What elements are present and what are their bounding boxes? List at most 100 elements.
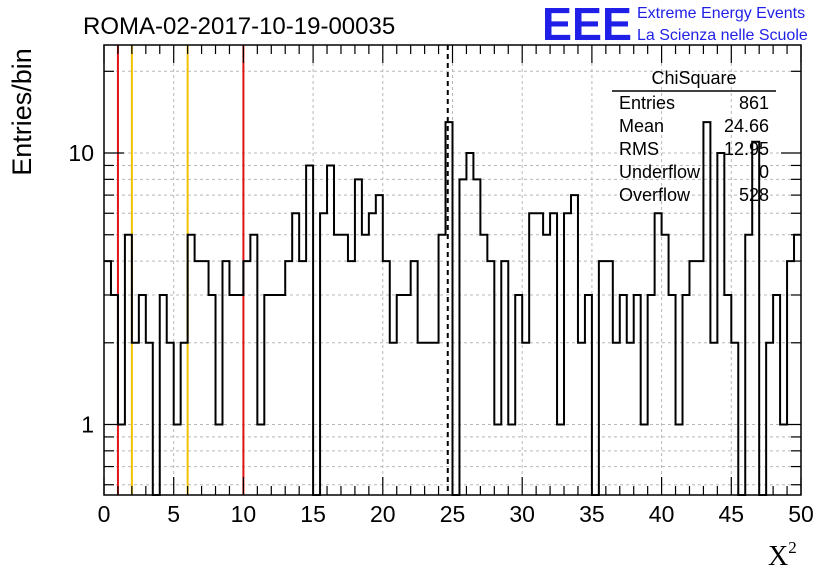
histogram-bin [285,261,292,495]
histogram-bin [104,261,111,495]
histogram-bin [571,195,578,495]
y-tick-label: 1 [81,412,94,438]
stats-label-overflow: Overflow [619,185,691,205]
histogram-bin [794,235,801,495]
histogram-bin [355,179,362,495]
logo-line-2: La Scienza nelle Scuole [637,27,808,44]
histogram-bin [494,425,501,495]
stats-value-underflow: 0 [759,162,769,182]
histogram-bin [383,261,390,495]
histogram-bin [139,295,146,495]
histogram-bin [216,425,223,495]
histogram-bin [669,295,676,495]
y-tick-label: 10 [68,140,94,166]
histogram-bin [662,235,669,495]
histogram-bin [209,295,216,495]
histogram-bin [648,295,655,495]
histogram-bin [710,343,717,495]
histogram-bin [446,122,453,495]
histogram-bin [480,235,487,495]
stats-value-entries: 861 [739,93,769,113]
x-tick-label: 50 [788,501,814,527]
histogram-bin [522,343,529,495]
histogram-bin [418,343,425,495]
histogram-bin [501,261,508,495]
histogram-bin [181,343,188,495]
histogram-bin [264,295,271,495]
histogram-bin [411,261,418,495]
x-tick-label: 35 [579,501,605,527]
x-axis-label-base: X [768,541,788,572]
histogram-bin [634,295,641,495]
histogram-bin [188,235,195,495]
stats-label-rms: RMS [619,139,659,159]
histogram-bin [327,165,334,495]
stats-value-overflow: 528 [739,185,769,205]
histogram-bin [536,213,543,495]
x-tick-label: 40 [649,501,675,527]
histogram-bin [780,425,787,495]
histogram-bin [257,425,264,495]
histogram-bin [557,425,564,495]
histogram-bin [229,295,236,495]
histogram-bin [787,261,794,495]
histogram-bin [341,235,348,495]
histogram-bin [439,235,446,495]
histogram-bin [292,213,299,495]
histogram-bin [334,235,341,495]
histogram-bin [306,165,313,495]
histogram-bin [369,213,376,495]
histogram-bin [613,343,620,495]
histogram-bin [766,343,773,495]
x-tick-label: 20 [370,501,396,527]
histogram-bin [404,295,411,495]
histogram-bin [160,295,167,495]
histogram-bin [717,153,724,495]
histogram-bin [118,425,125,495]
histogram-bin [745,235,752,495]
histogram-bin [641,425,648,495]
chart-title: ROMA-02-2017-10-19-00035 [83,13,395,40]
x-tick-label: 15 [300,501,326,527]
stats-label-underflow: Underflow [619,162,701,182]
stats-box-title: ChiSquare [651,68,736,88]
x-axis-label: X2 [768,538,797,572]
histogram-bin [606,261,613,495]
tick-labels: 0 5 10 15 20 25 30 35 40 45 50 1 10 [68,140,813,527]
histogram-bin [529,213,536,495]
histogram-bin [236,295,243,495]
histogram-bin [578,343,585,495]
x-tick-label: 10 [231,501,257,527]
histogram-bin [627,343,634,495]
histogram-bin [222,261,229,495]
histogram-bin [773,295,780,495]
histogram-outline [104,121,801,496]
stats-box: ChiSquare Entries 861 Mean 24.66 RMS 12.… [612,68,776,205]
histogram-bin [376,195,383,495]
histogram-bin [425,343,432,495]
histogram-bin [731,343,738,495]
histogram-bin [599,261,606,495]
x-axis-label-superscript: 2 [788,538,797,557]
histogram-bin [167,343,174,495]
histogram-bin [487,261,494,495]
histogram-bin [125,235,132,495]
histogram-bin [696,261,703,495]
histogram-bin [689,261,696,495]
histogram-bin [320,213,327,495]
histogram-bin [348,261,355,495]
histogram-bin [397,295,404,495]
x-tick-label: 25 [440,501,466,527]
eee-logo-mark: EEE [542,0,632,50]
histogram-bin [585,295,592,495]
histogram-bin [278,295,285,495]
histogram-bin [508,425,515,495]
histogram-bin [250,235,257,495]
axis-ticks [103,45,802,495]
x-tick-label: 45 [719,501,745,527]
logo-line-1: Extreme Energy Events [637,5,805,22]
histogram-bin [174,425,181,495]
histogram-bin [683,295,690,495]
stats-value-rms: 12.95 [724,139,769,159]
